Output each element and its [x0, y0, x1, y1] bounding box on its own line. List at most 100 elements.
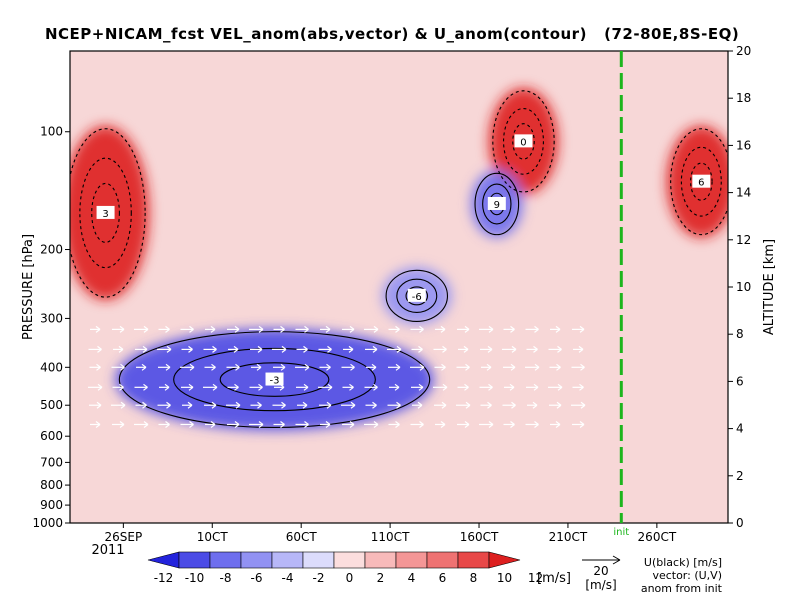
wind-vector — [319, 363, 331, 371]
svg-text:6: 6 — [736, 374, 744, 388]
wind-vector — [388, 420, 400, 428]
contour-line — [118, 331, 431, 429]
wind-vector — [88, 345, 102, 353]
pressure-tick: 900 — [40, 498, 70, 512]
wind-vector — [158, 363, 171, 371]
wind-vector — [273, 420, 285, 428]
svg-text:0: 0 — [520, 137, 526, 148]
wind-vector — [157, 345, 172, 353]
legend-line-3: anom from init — [641, 582, 723, 595]
svg-text:60CT: 60CT — [286, 530, 318, 544]
altitude-tick: 2 — [728, 469, 744, 483]
altitude-tick: 0 — [728, 516, 744, 530]
svg-text:8: 8 — [736, 327, 744, 341]
wind-vector — [205, 325, 216, 333]
wind-vector — [158, 420, 170, 428]
wind-vector — [295, 420, 309, 428]
wind-vector — [410, 325, 424, 333]
wind-vector — [525, 325, 539, 333]
pressure-tick: 400 — [40, 360, 70, 374]
contour-line — [70, 128, 146, 298]
wind-vector — [389, 383, 400, 391]
svg-text:4: 4 — [736, 422, 744, 436]
colorbar-label: 0 — [346, 571, 354, 585]
colorbar-segment — [395, 551, 428, 569]
contour-line — [405, 286, 429, 306]
contour-line — [690, 162, 713, 201]
contour-line — [482, 183, 512, 225]
wind-vector — [342, 420, 355, 428]
colorbar-label: -4 — [282, 571, 294, 585]
contour-line — [385, 269, 449, 322]
svg-text:26SEP: 26SEP — [104, 530, 142, 544]
colorbar-label: 8 — [470, 571, 478, 585]
wind-vector — [548, 383, 563, 391]
contour-label: 3 — [96, 205, 115, 220]
pressure-tick: 200 — [40, 243, 70, 257]
svg-text:400: 400 — [40, 360, 63, 374]
wind-vector — [272, 401, 286, 409]
svg-text:600: 600 — [40, 429, 63, 443]
colorbar-segment — [333, 551, 366, 569]
wind-vector — [227, 383, 239, 391]
colorbar-segment — [364, 551, 397, 569]
colorbar-label: 12 — [528, 571, 543, 585]
wind-vector — [157, 401, 171, 409]
wind-vector — [364, 420, 379, 428]
wind-vector — [479, 325, 494, 333]
wind-vector — [548, 345, 562, 353]
wind-vector — [318, 383, 333, 391]
altitude-tick: 4 — [728, 422, 744, 436]
wind-vector — [205, 420, 216, 428]
wind-vector — [479, 420, 494, 428]
wind-vector — [503, 420, 515, 428]
wind-vector — [410, 420, 424, 428]
svg-text:210CT: 210CT — [549, 530, 588, 544]
altitude-tick: 20 — [728, 44, 751, 58]
wind-vector — [249, 383, 263, 391]
wind-vector — [320, 325, 331, 333]
pressure-tick: 1000 — [32, 516, 70, 530]
wind-vector — [433, 345, 447, 353]
wind-vector — [571, 363, 585, 371]
contour-line — [502, 107, 544, 175]
wind-vector — [365, 401, 377, 409]
wind-vector — [433, 383, 448, 391]
wind-vector — [203, 345, 217, 353]
wind-vector — [227, 420, 240, 428]
wind-vector — [549, 401, 562, 409]
wind-vector — [134, 420, 149, 428]
wind-vector — [341, 363, 355, 371]
svg-text:6: 6 — [698, 178, 704, 189]
svg-text:100: 100 — [40, 125, 63, 139]
vector-reference: 20 [m/s] — [582, 555, 621, 592]
contour-label: 6 — [692, 174, 711, 189]
wind-vector — [387, 401, 401, 409]
wind-vector — [251, 363, 262, 371]
contour-line — [474, 172, 520, 236]
wind-vector — [366, 363, 377, 371]
altitude-tick: 6 — [728, 374, 744, 388]
wind-vector — [181, 383, 194, 391]
altitude-tick: 16 — [728, 138, 751, 152]
wind-vector — [320, 420, 331, 428]
svg-text:16: 16 — [736, 138, 751, 152]
wind-vector — [226, 401, 241, 409]
colorbar-segment — [209, 551, 242, 569]
svg-text:110CT: 110CT — [371, 530, 410, 544]
wind-vector — [434, 363, 446, 371]
wind-vector — [502, 345, 517, 353]
wind-vector — [457, 383, 469, 391]
pressure-tick: 500 — [40, 398, 70, 412]
svg-text:9: 9 — [494, 200, 500, 211]
contour-label: -3 — [265, 372, 284, 387]
wind-vector — [111, 401, 126, 409]
contour-line — [396, 278, 438, 314]
wind-vector — [435, 420, 446, 428]
reference-arrow-head — [612, 555, 621, 565]
wind-vector — [388, 363, 401, 371]
wind-vector — [456, 401, 471, 409]
svg-text:-3: -3 — [270, 376, 280, 387]
colorbar-label: 10 — [497, 571, 512, 585]
colorbar-segment — [147, 551, 180, 569]
